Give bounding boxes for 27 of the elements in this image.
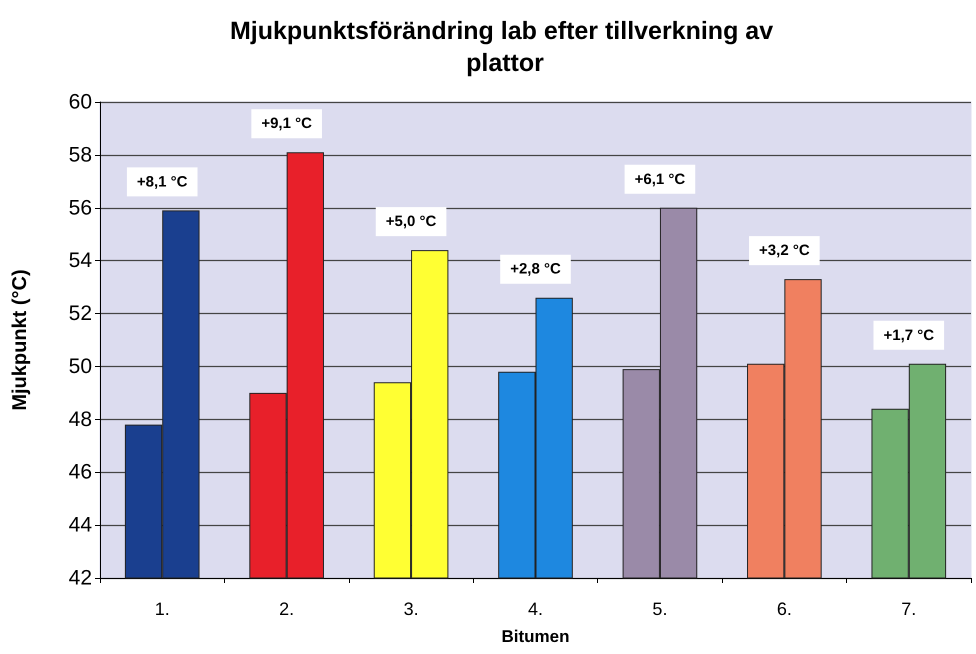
y-tick-label: 50 [68,354,92,378]
x-tick-label: 7. [901,599,916,619]
annotation: +6,1 °C [634,170,686,188]
y-tick-label: 48 [68,408,92,431]
y-tick-label: 42 [68,566,92,590]
y-tick-label: 60 [68,90,92,114]
y-tick-label: 46 [68,460,92,484]
y-tick-label: 56 [68,196,92,220]
y-axis-title: Mjukpunkt (°C) [9,269,31,411]
x-tick-label: 6. [776,599,792,619]
x-tick-label: 5. [652,599,668,619]
annotation: +3,2 °C [759,242,810,260]
annotation: +5,0 °C [386,213,437,230]
x-axis-title: Bitumen [502,627,570,646]
y-tick-label: 52 [68,302,92,326]
x-tick-label: 3. [404,599,419,619]
y-tick-label: 44 [68,514,92,537]
chart-title: Mjukpunktsförändring lab efter tillverkning av plattor [230,17,780,77]
x-tick-label: 4. [528,599,544,619]
y-tick-label: 54 [68,249,92,272]
y-tick-label: 58 [68,143,92,166]
annotation: +9,1 °C [261,115,312,132]
annotation: +2,8 °C [510,260,561,278]
x-tick-label: 1. [154,599,170,619]
annotation: +1,7 °C [883,326,934,344]
annotation: +8,1 °C [136,173,188,190]
x-tick-label: 2. [279,599,294,619]
